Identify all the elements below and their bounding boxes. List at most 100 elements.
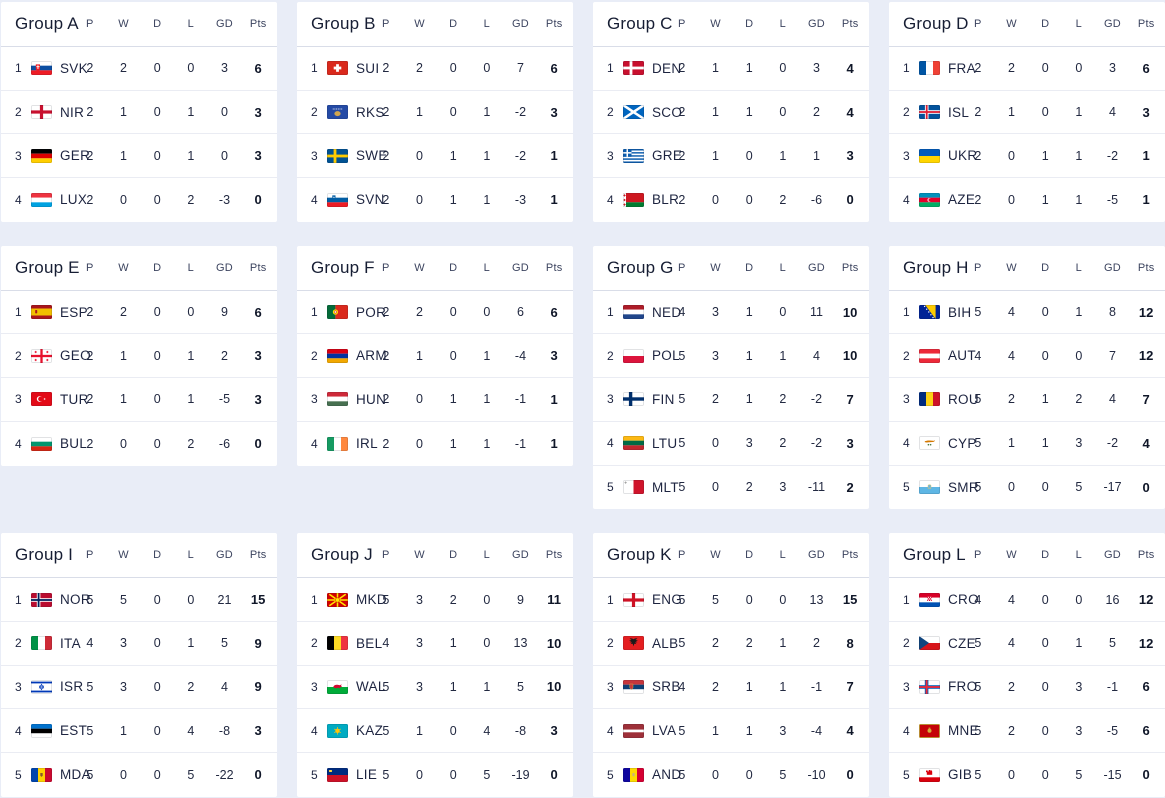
team-row[interactable]: 3 WAL 5 3 1 1 5 10 <box>297 666 573 710</box>
team-row[interactable]: 3 ROU 5 2 1 2 4 7 <box>889 378 1165 422</box>
group-card: Group L P W D L GD Pts 1 CRO 4 4 0 0 16 12 2 CZE 5 4 0 1 5 12 3… <box>889 533 1165 797</box>
team-row[interactable]: 1 BIH 5 4 0 1 8 12 <box>889 291 1165 335</box>
team-row[interactable]: 4 EST 5 1 0 4 -8 3 <box>1 709 277 753</box>
team-row[interactable]: 1 SUI 2 2 0 0 7 6 <box>297 47 573 91</box>
stat-d: 0 <box>153 392 161 407</box>
team-row[interactable]: 5 MDA 5 0 0 5 -22 0 <box>1 753 277 797</box>
belgium-flag-icon <box>327 636 348 651</box>
team-row[interactable]: 2 ISL 2 1 0 1 4 3 <box>889 91 1165 135</box>
team-row[interactable]: 3 ISR 5 3 0 2 4 9 <box>1 666 277 710</box>
team-row[interactable]: 5 AND 5 0 0 5 -10 0 <box>593 753 869 797</box>
team-row[interactable]: 1 NOR 5 5 0 0 21 15 <box>1 578 277 622</box>
team-row[interactable]: 1 FRA 2 2 0 0 3 6 <box>889 47 1165 91</box>
slovenia-flag-icon <box>327 192 348 207</box>
team-row[interactable]: 4 KAZ 5 1 0 4 -8 3 <box>297 709 573 753</box>
stat-gd: -2 <box>514 148 527 163</box>
stat-gd: 5 <box>517 679 524 694</box>
team-row[interactable]: 2 SCO 2 1 1 0 2 4 <box>593 91 869 135</box>
team-row[interactable]: 4 LUX 2 0 0 2 -3 0 <box>1 178 277 222</box>
team-row[interactable]: 2 CZE 5 4 0 1 5 12 <box>889 622 1165 666</box>
team-row[interactable]: 5 MLT 5 0 2 3 -11 2 <box>593 466 869 510</box>
team-row[interactable]: 4 AZE 2 0 1 1 -5 1 <box>889 178 1165 222</box>
team-row[interactable]: 3 GRE 2 1 0 1 1 3 <box>593 134 869 179</box>
team-cell: 2 BEL <box>311 636 382 651</box>
stat-l: 5 <box>483 767 491 782</box>
team-row[interactable]: 3 SRB 4 2 1 1 -1 7 <box>593 666 869 710</box>
denmark-flag-icon <box>623 61 644 76</box>
group-header-row: Group L P W D L GD Pts <box>889 533 1165 579</box>
team-row[interactable]: 3 SWE 2 0 1 1 -2 1 <box>297 134 573 179</box>
group-title: Group A <box>15 14 79 33</box>
team-cell: 1 CRO <box>903 592 979 607</box>
team-row[interactable]: 4 IRL 2 0 1 1 -1 1 <box>297 422 573 466</box>
stat-w: 2 <box>120 305 127 320</box>
team-row[interactable]: 4 CYP 5 1 1 3 -2 4 <box>889 422 1165 466</box>
team-row[interactable]: 4 MNE 5 2 0 3 -5 6 <box>889 709 1165 753</box>
column-header-d: D <box>745 261 754 274</box>
team-code: BIH <box>948 304 972 320</box>
team-row[interactable]: 2 AUT 4 4 0 0 7 12 <box>889 334 1165 379</box>
team-cell: 3 GER <box>15 148 90 163</box>
stat-w: 2 <box>416 61 423 76</box>
team-row[interactable]: 1 DEN 2 1 1 0 3 4 <box>593 47 869 91</box>
team-row[interactable]: 2 GEO 2 1 0 1 2 3 <box>1 334 277 379</box>
stat-gd: 9 <box>221 305 228 320</box>
greece-flag-icon <box>623 148 644 163</box>
team-row[interactable]: 2 ITA 4 3 0 1 5 9 <box>1 622 277 666</box>
team-row[interactable]: 2 POL 5 3 1 1 4 10 <box>593 334 869 379</box>
team-row[interactable]: 1 SVK 2 2 0 0 3 6 <box>1 47 277 91</box>
sweden-flag-icon <box>327 148 348 163</box>
column-header-l: L <box>1075 549 1082 562</box>
team-row[interactable]: 1 CRO 4 4 0 0 16 12 <box>889 578 1165 622</box>
stat-gd: -1 <box>514 436 527 451</box>
stat-d: 0 <box>153 767 161 782</box>
stat-l: 1 <box>1075 192 1083 207</box>
stat-l: 2 <box>187 436 195 451</box>
stat-d: 0 <box>1041 480 1049 495</box>
team-row[interactable]: 1 POR 2 2 0 0 6 6 <box>297 291 573 335</box>
team-row[interactable]: 1 ESP 2 2 0 0 9 6 <box>1 291 277 335</box>
team-row[interactable]: 1 NED 4 3 1 0 11 10 <box>593 291 869 335</box>
team-row[interactable]: 3 FIN 5 2 1 2 -2 7 <box>593 378 869 422</box>
team-row[interactable]: 5 GIB 5 0 0 5 -15 0 <box>889 753 1165 797</box>
group-card: Group F P W D L GD Pts 1 POR 2 2 0 0 6 6 2 ARM 2 1 0 1 -4 3 3 HU… <box>297 245 573 466</box>
team-row[interactable]: 3 FRO 5 2 0 3 -1 6 <box>889 666 1165 710</box>
team-row[interactable]: 4 SVN 2 0 1 1 -3 1 <box>297 178 573 222</box>
team-row[interactable]: 5 SMR 5 0 0 5 -17 0 <box>889 466 1165 510</box>
team-row[interactable]: 4 LTU 5 0 3 2 -2 3 <box>593 422 869 466</box>
stat-pts: 3 <box>550 348 558 364</box>
rank-number: 4 <box>15 436 22 451</box>
england-flag-icon <box>623 592 644 607</box>
team-row[interactable]: 2 BEL 4 3 1 0 13 10 <box>297 622 573 666</box>
team-row[interactable]: 4 LVA 5 1 1 3 -4 4 <box>593 709 869 753</box>
netherlands-flag-icon <box>623 305 644 320</box>
stat-w: 0 <box>416 148 423 163</box>
team-row[interactable]: 2 ALB 5 2 2 1 2 8 <box>593 622 869 666</box>
team-row[interactable]: 3 GER 2 1 0 1 0 3 <box>1 134 277 179</box>
column-header-pts: Pts <box>249 261 267 274</box>
stat-pts: 0 <box>1142 767 1150 783</box>
rank-number: 2 <box>607 348 614 363</box>
team-row[interactable]: 2 RKS 2 1 0 1 -2 3 <box>297 91 573 135</box>
team-row[interactable]: 2 NIR 2 1 0 1 0 3 <box>1 91 277 135</box>
stat-d: 1 <box>449 636 457 651</box>
stat-d: 0 <box>153 348 161 363</box>
team-row[interactable]: 5 LIE 5 0 0 5 -19 0 <box>297 753 573 797</box>
rank-number: 3 <box>903 148 910 163</box>
team-row[interactable]: 3 TUR 2 1 0 1 -5 3 <box>1 378 277 422</box>
team-row[interactable]: 3 UKR 2 0 1 1 -2 1 <box>889 134 1165 179</box>
czechia-flag-icon <box>919 636 940 651</box>
stat-gd: -8 <box>218 723 231 738</box>
team-row[interactable]: 1 ENG 5 5 0 0 13 15 <box>593 578 869 622</box>
column-header-gd: GD <box>1104 549 1121 562</box>
stat-p: 2 <box>382 305 390 320</box>
column-header-gd: GD <box>216 18 233 30</box>
team-row[interactable]: 4 BLR 2 0 0 2 -6 0 <box>593 178 869 222</box>
team-row[interactable]: 3 HUN 2 0 1 1 -1 1 <box>297 378 573 422</box>
team-row[interactable]: 1 MKD 5 3 2 0 9 11 <box>297 578 573 622</box>
stat-gd: 2 <box>813 105 820 120</box>
team-row[interactable]: 2 ARM 2 1 0 1 -4 3 <box>297 334 573 379</box>
albania-flag-icon <box>623 636 644 651</box>
column-header-w: W <box>414 549 425 562</box>
team-row[interactable]: 4 BUL 2 0 0 2 -6 0 <box>1 422 277 466</box>
